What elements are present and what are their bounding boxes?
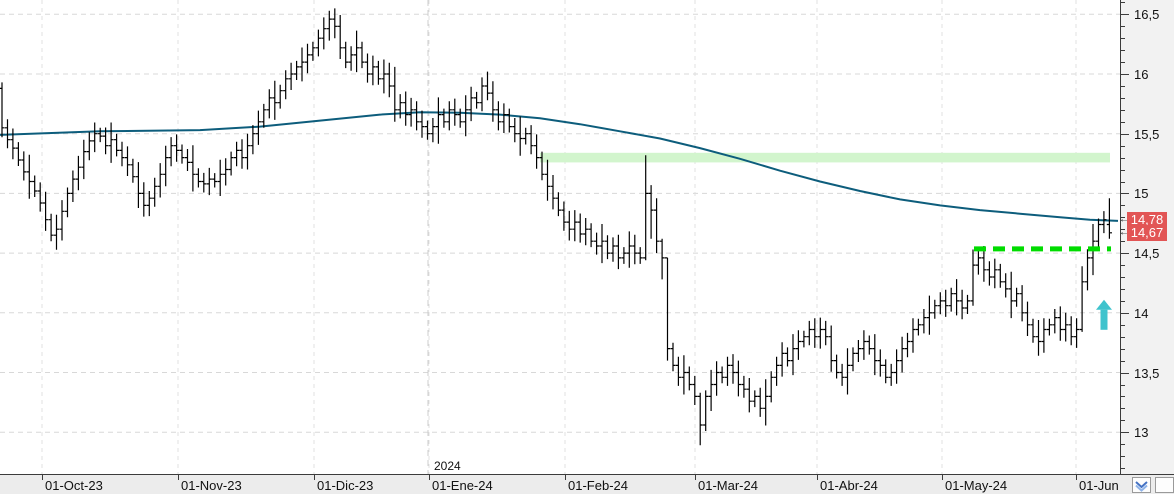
up-arrow-icon [1096,299,1112,330]
y-minor-tick [1121,169,1125,171]
y-minor-tick [1121,265,1125,267]
ohlc-bars [0,8,1112,446]
x-tick [429,475,430,480]
y-minor-tick [1121,360,1125,362]
y-minor-tick [1121,229,1125,231]
y-axis-label: 15 [1134,186,1149,202]
x-tick [314,475,315,480]
price-tag-last: 14,67 [1127,224,1167,241]
x-axis-label: 01-Ene-24 [432,478,493,493]
x-tick [42,475,43,480]
y-minor-tick [1121,324,1125,326]
price-tag-high: 14,78 [1127,211,1167,228]
x-tick [817,475,818,480]
y-minor-tick [1121,2,1125,4]
x-tick [178,475,179,480]
y-minor-tick [1121,86,1125,87]
x-axis-label: 01-Nov-23 [181,478,242,493]
y-minor-tick [1121,181,1125,183]
y-major-tick [1121,372,1129,374]
zigzag-chevrons-icon [1135,480,1148,492]
y-minor-tick [1121,205,1125,207]
y-minor-tick [1121,408,1125,410]
y-major-tick [1121,133,1129,135]
y-minor-tick [1121,384,1125,386]
x-axis-label: 01-Dic-23 [317,478,374,493]
price-chart-plot[interactable] [0,0,1120,474]
y-major-tick [1121,253,1129,255]
y-minor-tick [1121,348,1125,350]
x-axis[interactable]: 01-Oct-23 01-Nov-23 01-Dic-23 01-Ene-24 01-F… [0,474,1174,494]
y-minor-tick [1121,62,1125,64]
y-minor-tick [1121,241,1125,243]
y-minor-tick [1121,288,1125,290]
x-tick [565,475,566,480]
y-minor-tick [1121,38,1125,40]
y-major-tick [1121,14,1129,16]
x-tick [942,475,943,480]
y-axis-label: 16 [1134,67,1149,82]
y-axis-label: 16,5 [1134,7,1160,23]
x-tick [1076,475,1077,480]
y-major-tick [1121,312,1129,314]
y-minor-tick [1121,109,1125,111]
y-minor-tick [1121,217,1125,219]
y-minor-tick [1121,157,1125,159]
y-minor-tick [1121,468,1125,469]
y-axis-label: 13 [1134,425,1149,441]
y-axis-label: 14,5 [1134,246,1160,262]
y-minor-tick [1121,336,1125,338]
price-pointer-icon: ← [1119,213,1129,225]
y-minor-tick [1121,97,1125,99]
y-axis-label: 15,5 [1134,126,1160,142]
clipped-corner-button[interactable] [1155,477,1174,493]
x-axis-label: 01-Feb-24 [568,478,628,493]
y-minor-tick [1121,300,1125,302]
y-minor-tick [1121,277,1125,278]
price-pointer-icon: ← [1119,226,1129,238]
y-minor-tick [1121,444,1125,446]
y-major-tick [1121,74,1129,75]
y-axis-label: 14 [1134,305,1149,321]
y-major-tick [1121,432,1129,434]
y-axis-label: 13,5 [1134,365,1160,381]
year-marker-label: 2024 [432,459,463,473]
support-band [540,152,1110,163]
x-axis-label: 01-Abr-24 [820,478,878,493]
y-minor-tick [1121,121,1125,123]
x-axis-label: 01-Oct-23 [45,478,103,493]
y-minor-tick [1121,396,1125,398]
y-minor-tick [1121,456,1125,458]
y-minor-tick [1121,420,1125,422]
x-tick [695,475,696,480]
x-axis-label: 01-May-24 [945,478,1008,493]
y-minor-tick [1121,26,1125,28]
x-axis-label: 01-Jun [1079,478,1119,493]
chart-scale-button[interactable] [1132,477,1151,493]
y-minor-tick [1121,145,1125,147]
x-axis-label: 01-Mar-24 [698,478,758,493]
y-major-tick [1121,193,1129,195]
y-minor-tick [1121,50,1125,52]
moving-average-line [0,111,1119,222]
